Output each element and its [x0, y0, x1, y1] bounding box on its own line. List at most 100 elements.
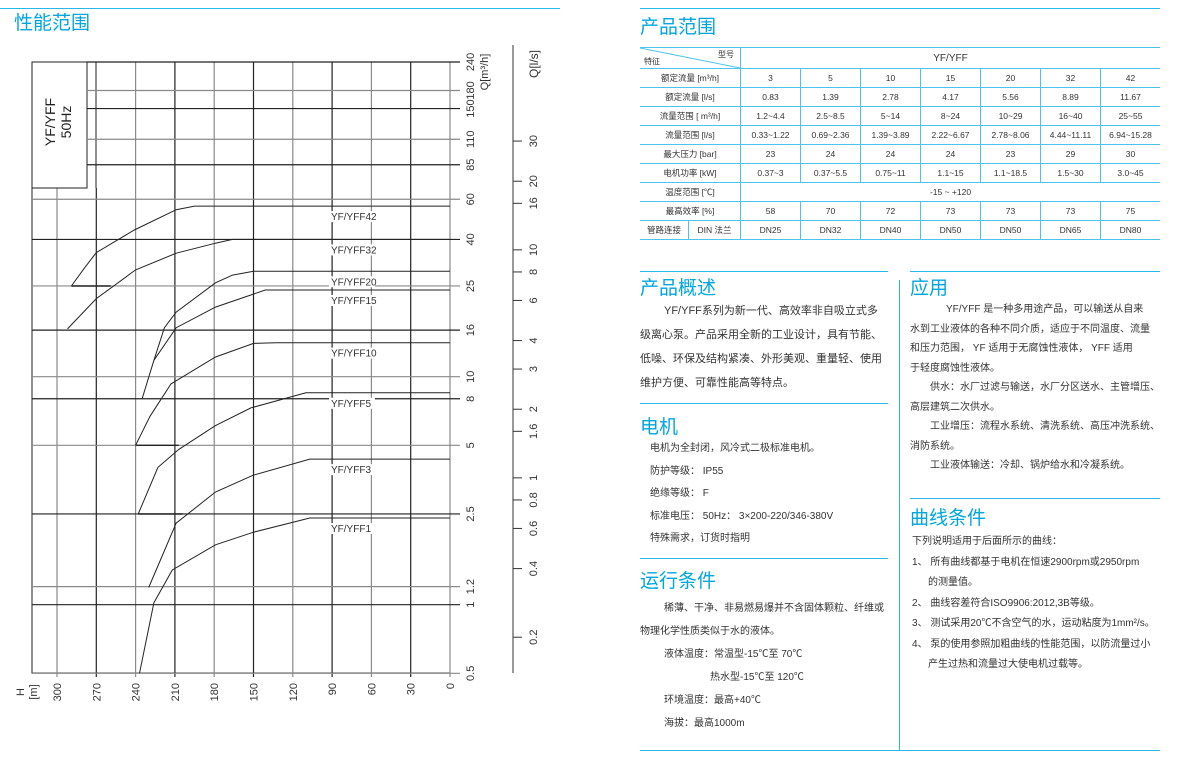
- right-tick-label: 1.6: [528, 424, 540, 439]
- y-tick-label: 16: [465, 324, 477, 336]
- operating-line: 环境温度：最高+40℃: [664, 695, 761, 706]
- row-label: 温度范围 [℃]: [640, 182, 741, 202]
- corner-model-label: 型号: [718, 50, 734, 59]
- page-title-performance: 性能范围: [14, 12, 91, 34]
- y-tick-label: 10: [465, 371, 477, 383]
- x-tick-label: 120: [288, 683, 300, 701]
- right-tick-label: 2: [528, 406, 540, 412]
- y-tick-label: 25: [465, 280, 477, 292]
- application-text: YF/YFF 是一种多用途产品，可以输送从自来 水到工业液体的各种不同介质，适应…: [910, 300, 1160, 476]
- table-corner-cell: 型号 特征: [640, 47, 741, 69]
- application-line: 高层建筑二次供水。: [910, 401, 1000, 413]
- series-label: YF/YFF42: [331, 212, 377, 223]
- y-tick-label: 110: [465, 130, 477, 148]
- table-row: 最高效率 [%] 58 70 72 73 73 73 75: [640, 201, 1160, 221]
- table-cell: 5.56: [980, 87, 1041, 107]
- curves-line: 3、 测试采用20℃不含空气的水，运动粘度为1mm²/s。: [912, 618, 1155, 629]
- table-cell: 15: [920, 68, 981, 88]
- table-cell: 73: [1040, 201, 1101, 221]
- row-label: 流量范围 [ m³/h]: [640, 106, 741, 126]
- right-axis-title: Q[l/s]: [527, 50, 541, 78]
- right-tick-label: 0.2: [528, 630, 540, 645]
- table-cell: 8~24: [920, 106, 981, 126]
- diagonal-divider: [640, 48, 740, 68]
- table-cell: 30: [1100, 144, 1160, 164]
- table-cell: DN80: [1100, 220, 1160, 240]
- application-line: 供水：水厂过滤与输送，水厂分区送水、主管增压、: [930, 382, 1160, 393]
- right-tick-label: 10: [528, 244, 540, 256]
- series-label: YF/YFF20: [331, 277, 377, 288]
- table-cell: DN50: [920, 220, 981, 240]
- series-label-bg: [329, 276, 375, 288]
- operating-text: 稀薄、干净、非易燃易爆并不含固体颗粒、纤维或 物理化学性质类似于水的液体。 液体…: [640, 597, 884, 735]
- table-cell: 0.33~1.22: [740, 125, 801, 145]
- curves-line: 的测量值。: [928, 577, 978, 588]
- row-label: 流量范围 [l/s]: [640, 125, 741, 145]
- table-cell: 10~29: [980, 106, 1041, 126]
- table-cell: 10: [860, 68, 921, 88]
- table-row: 额定流量 [m³/h] 3 5 10 15 20 32 42: [640, 68, 1160, 88]
- table-cell: DN50: [980, 220, 1041, 240]
- section-title-operating: 运行条件: [640, 570, 717, 592]
- table-cell: 24: [920, 144, 981, 164]
- table-row: 额定流量 [l/s] 0.83 1.39 2.78 4.17 5.56 8.89 11.67: [640, 87, 1160, 107]
- operating-line: 液体温度：常温型-15℃至 70℃: [664, 649, 803, 660]
- y-tick-label: 5: [465, 442, 477, 448]
- table-cell: 1.5~30: [1040, 163, 1101, 183]
- curves-line: 产生过热和流量过大使电机过载等。: [928, 659, 1088, 670]
- y-tick-label: 180: [465, 81, 477, 99]
- series-label-bg: [329, 244, 375, 256]
- overview-text: YF/YFF系列为新一代、高效率非自吸立式多 级离心泵。产品采用全新的工业设计，…: [640, 299, 882, 395]
- table-cell: 2.78: [860, 87, 921, 107]
- operating-line: 热水型-15℃至 120℃: [710, 672, 804, 683]
- rule-curves: [910, 498, 1160, 499]
- table-cell: DN25: [740, 220, 801, 240]
- corner-feature-label: 特征: [644, 57, 660, 66]
- table-row: 管路连接 DIN 法兰 DN25 DN32 DN40 DN50 DN50 DN65 DN80: [640, 220, 1160, 240]
- chart-frame: [31, 61, 451, 674]
- rule-operating: [640, 558, 888, 559]
- table-cell: 32: [1040, 68, 1101, 88]
- y-axis-title: Q[m³/h]: [479, 54, 491, 91]
- series-label: YF/YFF3: [331, 465, 371, 476]
- table-row: 电机功率 [kW] 0.37~3 0.37~5.5 0.75~11 1.1~15 1.1~…: [640, 163, 1160, 183]
- column-divider: [899, 280, 900, 750]
- model-box: [31, 61, 88, 189]
- motor-line: 绝缘等级： F: [650, 488, 709, 499]
- table-cell: DN32: [800, 220, 861, 240]
- y-tick-label: 2.5: [465, 506, 477, 521]
- y-tick-label: 240: [465, 53, 477, 71]
- application-line: YF/YFF 是一种多用途产品，可以输送从自来: [946, 304, 1144, 315]
- table-cell: 4.44~11.11: [1040, 125, 1101, 145]
- table-cell: 1.1~15: [920, 163, 981, 183]
- overview-line: 维护方便、可靠性能高等特点。: [640, 377, 794, 389]
- table-cell: 0.75~11: [860, 163, 921, 183]
- table-cell: 72: [860, 201, 921, 221]
- table-cell: 0.37~3: [740, 163, 801, 183]
- curve-yf-yff42: [70, 205, 450, 287]
- y-tick-label: 8: [465, 396, 477, 402]
- table-cell: 75: [1100, 201, 1160, 221]
- table-cell: 20: [980, 68, 1041, 88]
- y-tick-label: 85: [465, 159, 477, 171]
- motor-line: 电机为全封闭，风冷式二极标准电机。: [650, 443, 820, 454]
- table-cell: 2.22~6.67: [920, 125, 981, 145]
- product-range-table: 型号 特征 YF/YFF 额定流量 [m³/h] 3 5 10 15 20 32 42 额定流量…: [640, 47, 1160, 240]
- section-title-curve-conditions: 曲线条件: [910, 507, 987, 529]
- overview-line: 低噪、环保及结构紧凑、外形美观、重量轻、使用: [640, 353, 882, 365]
- table-cell: 0.69~2.36: [800, 125, 861, 145]
- table-cell: 42: [1100, 68, 1160, 88]
- x-tick-label: 270: [91, 683, 103, 701]
- curves-intro: 下列说明适用于后面所示的曲线：: [912, 536, 1062, 547]
- curves-line: 2、 曲线容差符合ISO9906:2012,3B等级。: [912, 597, 1100, 609]
- x-tick-label: 180: [209, 683, 221, 701]
- application-line: 水到工业液体的各种不同介质，适应于不同温度、流量: [910, 323, 1150, 335]
- curve-yf-yff20: [141, 270, 450, 399]
- series-label: YF/YFF5: [331, 399, 371, 410]
- curve-yf-yff15: [153, 289, 450, 361]
- table-cell: 58: [740, 201, 801, 221]
- table-cell: 3.0~45: [1100, 163, 1160, 183]
- section-title-product-range: 产品范围: [640, 16, 717, 38]
- x-axis-unit: [m]: [28, 684, 40, 699]
- series-label-bg: [329, 347, 375, 359]
